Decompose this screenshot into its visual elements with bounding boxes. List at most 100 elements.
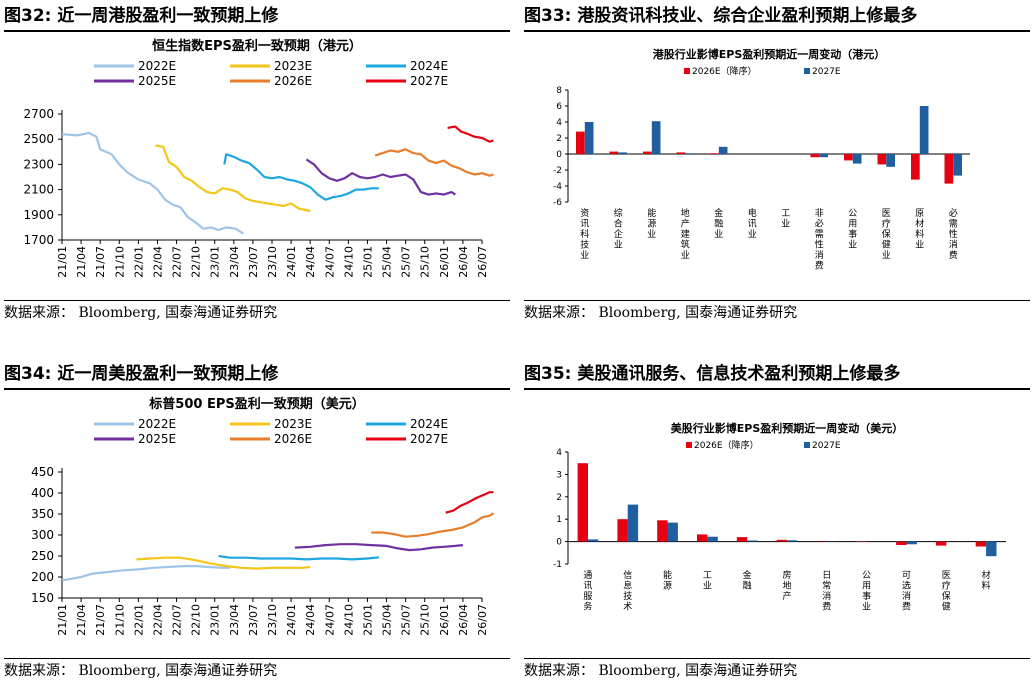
category-label: 材料 [982, 569, 991, 592]
hsi-eps-line-chart: 恒生指数EPS盈利一致预期（港元） 2022E 2023E 2024E 2025E 202… [23, 38, 494, 278]
legend-label: 2023E [274, 59, 312, 73]
category-label: 公用事业 [862, 570, 871, 613]
y-tick-label: 6 [556, 102, 562, 112]
legend-label: 2027E [812, 67, 841, 77]
chart-title: 美股行业影博EPS盈利预期近一周变动（美元） [671, 421, 904, 435]
legend-label: 2022E [138, 59, 176, 73]
x-tick-label: 23/07 [247, 246, 260, 278]
y-tick-label: 200 [31, 570, 54, 584]
legend-label: 2026E [274, 432, 312, 446]
chart-title: 标普500 EPS盈利一致预期（美元） [148, 396, 364, 412]
y-tick-label: -6 [553, 198, 562, 208]
x-tick-label: 21/10 [113, 604, 126, 636]
x-tick-label: 24/10 [342, 246, 355, 278]
category-label: 综合企业 [614, 207, 623, 251]
legend-label: 2023E [274, 417, 312, 431]
bar-2026E（降序）-非必需性消费 [810, 154, 820, 158]
bar-2026E（降序）-材料 [975, 541, 987, 547]
x-tick-label: 24/04 [304, 604, 317, 636]
y-tick-label: -4 [553, 182, 562, 192]
bar-2027E-必需性消费 [953, 154, 962, 176]
figure-source: 数据来源： Bloomberg, 国泰海通证券研究 [4, 300, 510, 323]
series-line-2024E [218, 554, 380, 561]
y-tick-label: 0 [556, 538, 562, 548]
bar-2026E（降序）-工业 [697, 534, 708, 542]
y-tick-label: 300 [31, 528, 54, 542]
bar-2027E-医疗保健业 [886, 154, 895, 167]
bar-2027E-金融业 [718, 146, 728, 154]
figure-title: 图33: 港股资讯科技业、综合企业盈利预期上修最多 [524, 2, 1030, 32]
x-tick-label: 23/01 [209, 246, 222, 278]
legend-swatch [684, 68, 690, 74]
x-tick-label: 24/04 [304, 246, 317, 278]
y-tick-label: 3 [556, 470, 562, 480]
x-tick-label: 22/10 [190, 246, 203, 278]
series-line-2027E [445, 491, 494, 514]
x-tick-label: 25/01 [361, 246, 374, 278]
x-tick-label: 25/07 [400, 604, 413, 636]
series-line-2022E [61, 131, 244, 235]
bar-2027E-公用事业 [852, 154, 862, 164]
figure-title: 图35: 美股通讯服务、信息技术盈利预期上修最多 [524, 360, 1030, 390]
category-label: 能源业 [647, 207, 656, 240]
x-tick-label: 25/10 [419, 246, 432, 278]
x-tick-label: 22/01 [132, 604, 145, 636]
x-tick-label: 23/07 [247, 604, 260, 636]
y-tick-label: 4 [556, 448, 562, 458]
category-label: 能源 [663, 569, 672, 592]
y-tick-label: 150 [31, 591, 54, 605]
x-tick-label: 22/04 [151, 246, 164, 278]
figure-source: 数据来源： Bloomberg, 国泰海通证券研究 [524, 300, 1030, 323]
bar-2027E-综合企业 [618, 152, 627, 154]
x-tick-label: 21/04 [75, 604, 88, 636]
y-tick-label: -1 [553, 560, 562, 570]
x-tick-label: 24/07 [323, 604, 336, 636]
y-tick-label: 2 [556, 134, 562, 144]
figure-title: 图32: 近一周港股盈利一致预期上修 [4, 2, 510, 32]
x-tick-label: 25/04 [381, 246, 394, 278]
legend-label: 2026E（降序） [692, 65, 757, 77]
y-tick-label: 2700 [23, 107, 54, 121]
x-tick-label: 22/04 [151, 604, 164, 636]
category-label: 公用事业 [848, 208, 857, 251]
bar-2026E（降序）-通讯服务 [577, 463, 588, 542]
legend-swatch [804, 68, 810, 74]
category-label: 原材料业 [915, 208, 924, 251]
category-label: 医疗保健业 [882, 208, 891, 261]
x-tick-label: 26/04 [457, 246, 470, 278]
x-tick-label: 24/07 [323, 246, 336, 278]
figure-34: 图34: 近一周美股盈利一致预期上修 标普500 EPS盈利一致预期（美元） 20… [4, 360, 510, 682]
bar-2027E-房地产 [787, 540, 798, 542]
x-tick-label: 23/10 [266, 246, 279, 278]
legend-swatch [804, 442, 810, 448]
bar-2026E（降序）-综合企业 [609, 151, 619, 154]
bar-2026E（降序）-金融 [736, 537, 748, 542]
y-tick-label: 2300 [23, 157, 54, 171]
y-tick-label: 2500 [23, 132, 54, 146]
category-label: 资讯科技业 [580, 208, 589, 261]
y-tick-label: 1700 [23, 233, 54, 247]
y-tick-label: 350 [31, 507, 54, 521]
x-tick-label: 21/04 [75, 246, 88, 278]
legend-label: 2027E [812, 441, 841, 451]
series-line-2026E [371, 512, 495, 538]
category-label: 金融业 [714, 207, 723, 240]
figure-32: 图32: 近一周港股盈利一致预期上修 恒生指数EPS盈利一致预期（港元） 2022… [4, 2, 510, 324]
legend-label: 2026E（降序） [694, 439, 759, 451]
bar-2027E-可选消费 [906, 541, 917, 545]
series-line-2023E [136, 556, 311, 570]
bar-2027E-信息技术 [627, 504, 639, 542]
y-tick-label: 250 [31, 549, 54, 563]
x-tick-label: 26/01 [438, 246, 451, 278]
category-label: 地产建筑业 [681, 207, 690, 261]
chart-title: 港股行业影博EPS盈利预期近一周变动（港元） [653, 47, 886, 61]
y-tick-label: 400 [31, 486, 54, 500]
bar-2027E-非必需性消费 [819, 154, 828, 158]
bar-2027E-材料 [986, 541, 997, 557]
x-tick-label: 23/10 [266, 604, 279, 636]
legend-label: 2027E [410, 74, 448, 88]
series-line-2025E [305, 158, 456, 196]
category-label: 信息技术 [623, 569, 632, 613]
figure-title: 图34: 近一周美股盈利一致预期上修 [4, 360, 510, 390]
bar-2026E（降序）-可选消费 [896, 541, 907, 545]
